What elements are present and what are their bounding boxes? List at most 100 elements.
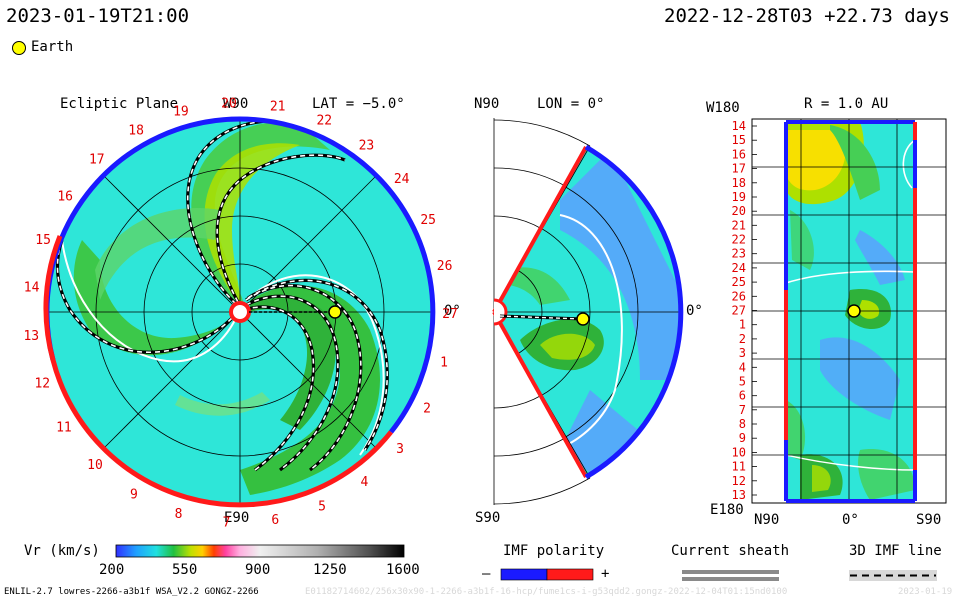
ecliptic-plane-panel [43,116,436,508]
ecliptic-title: Ecliptic Plane [60,96,179,112]
rim-number-26: 26 [437,259,453,274]
imf-polarity-label: IMF polarity [503,543,605,559]
map-row-label-18: 18 [732,176,746,190]
rim-number-9: 9 [130,487,138,502]
current-sheath-swatch-bottom [682,577,779,581]
imf-line-label: 3D IMF line [849,543,942,559]
rim-number-1: 1 [440,356,448,371]
map-row-label-16: 16 [732,147,746,161]
colorbar-tick-1600: 1600 [386,562,420,578]
rim-number-20: 20 [221,96,237,111]
latitude-label: LAT = −5.0° [312,96,405,112]
map-row-label-12: 12 [732,474,746,488]
colorbar-tick-200: 200 [99,562,125,578]
rim-number-19: 19 [173,105,189,120]
longitude-label: LON = 0° [537,96,605,112]
map-row-label-25: 25 [732,275,746,289]
rim-number-14: 14 [24,280,40,295]
rim-number-10: 10 [87,458,103,473]
rim-number-18: 18 [128,124,144,139]
rim-number-17: 17 [89,152,105,167]
run-info-footer: E01182714602/256x30x90-1-2266-a3b1f-16-h… [305,587,788,597]
map-x-label-n90: N90 [754,512,780,528]
map-row-labels: 1415161718192021222324252627123456789101… [732,119,757,502]
earth-legend-icon [12,41,26,55]
velocity-colorbar [115,544,405,558]
map-bottom-left-label: E180 [710,502,744,518]
map-row-label-11: 11 [732,460,746,474]
rim-number-4: 4 [360,475,368,490]
meridional-panel [492,118,684,505]
map-row-label-23: 23 [732,247,746,261]
rim-number-2: 2 [423,401,431,416]
map-x-label-0: 0° [842,512,859,528]
rim-number-24: 24 [394,172,410,187]
map-row-label-5: 5 [739,375,746,389]
map-row-label-24: 24 [732,261,746,275]
map-row-label-15: 15 [732,133,746,147]
current-sheath-label: Current sheath [671,543,790,559]
rim-number-5: 5 [318,499,326,514]
map-row-label-14: 14 [732,119,746,133]
ecliptic-right-label: 0° [444,303,461,319]
map-row-label-21: 21 [732,218,746,232]
meridional-earth-marker [576,312,590,326]
rim-number-3: 3 [396,442,404,457]
map-row-label-13: 13 [732,488,746,502]
meridional-bottom-label: S90 [475,510,501,526]
radius-label: R = 1.0 AU [804,96,889,112]
map-row-label-17: 17 [732,162,746,176]
colorbar-tick-1250: 1250 [313,562,347,578]
rim-number-16: 16 [57,190,73,205]
map-row-label-26: 26 [732,289,746,303]
rim-number-7: 7 [223,516,231,531]
colorbar-tick-550: 550 [172,562,198,578]
ecliptic-bottom-label: E90 [224,510,250,526]
rim-number-27: 27 [442,307,458,322]
map-row-label-20: 20 [732,204,746,218]
map-row-label-9: 9 [739,431,746,445]
rim-number-8: 8 [175,507,183,522]
rim-number-13: 13 [23,329,39,344]
map-top-left-label: W180 [706,100,740,116]
map-x-label-s90: S90 [916,512,942,528]
model-time: 2023-01-19T21:00 [6,5,190,27]
map-row-label-2: 2 [739,332,746,346]
polarity-negative-swatch [500,568,548,581]
map-row-label-6: 6 [739,389,746,403]
map-row-label-3: 3 [739,346,746,360]
run-date-footer: 2023-01-19 [898,587,953,597]
imf-polarity-minus: – [482,566,491,582]
ecliptic-earth-marker [328,305,342,319]
map-row-label-22: 22 [732,233,746,247]
colorbar-tick-900: 900 [245,562,271,578]
rim-number-15: 15 [35,233,51,248]
polarity-positive-swatch [546,568,594,581]
imf-polarity-plus: + [601,566,610,582]
map-row-label-19: 19 [732,190,746,204]
map-row-label-4: 4 [739,360,746,374]
meridional-top-label: N90 [474,96,500,112]
map-row-label-10: 10 [732,445,746,459]
map-row-label-7: 7 [739,403,746,417]
rim-number-23: 23 [359,138,375,153]
map-panel [751,118,947,504]
map-row-label-1: 1 [739,318,746,332]
map-row-label-27: 27 [732,304,746,318]
current-sheath-swatch-top [682,570,779,574]
ecliptic-rim-numbers: 20 21222324252627123456789101112131415161… [23,96,457,530]
rim-number-11: 11 [56,420,72,435]
rim-number-25: 25 [420,213,436,228]
earth-legend-label: Earth [31,39,74,55]
reference-time: 2022-12-28T03 +22.73 days [664,5,950,27]
model-info-footer: ENLIL-2.7 lowres-2266-a3b1f WSA_V2.2 GON… [4,587,259,597]
map-earth-marker [847,304,861,318]
ecliptic-top-label: W90 [223,96,249,112]
rim-number-6: 6 [271,513,279,528]
map-row-label-8: 8 [739,417,746,431]
rim-number-22: 22 [316,114,332,129]
rim-number-21: 21 [270,99,286,114]
colorbar-label: Vr (km/s) [24,543,100,559]
meridional-right-label: 0° [686,303,703,319]
